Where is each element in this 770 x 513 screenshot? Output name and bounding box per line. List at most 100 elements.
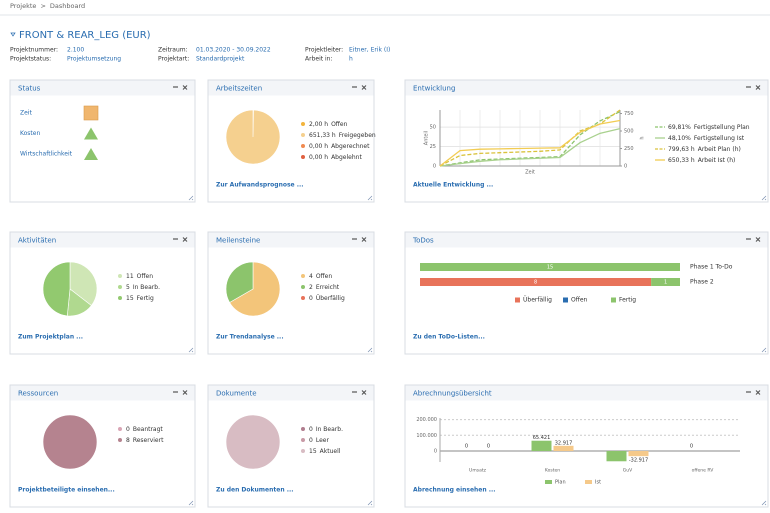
close-button[interactable] [361, 237, 367, 242]
legend-entry: 15 Fertig [126, 295, 154, 302]
widget-link[interactable]: Abrechnung einsehen ... [413, 487, 496, 494]
widget-header [10, 385, 195, 401]
legend-swatch [301, 438, 305, 442]
close-button[interactable] [755, 390, 761, 395]
close-button[interactable] [361, 85, 367, 90]
text-part: 15 [126, 295, 134, 302]
resize-handle[interactable] [367, 500, 373, 506]
text-part: 2,00 h [309, 121, 328, 128]
widget-title: Arbeitszeiten [216, 85, 262, 93]
widget-frame [9, 384, 196, 508]
text-part: Offen [316, 273, 333, 280]
close-button[interactable] [182, 237, 188, 242]
legend-swatch [301, 144, 305, 148]
legend-entry: 0,00 h Abgelehnt [309, 154, 362, 161]
resize-handle[interactable] [367, 195, 373, 201]
resize-handle[interactable] [761, 195, 767, 201]
widget-title: Entwicklung [413, 85, 455, 93]
resize-handle[interactable] [761, 347, 767, 353]
field-label: Arbeit in: [305, 56, 333, 63]
text-part: 5 [126, 284, 130, 291]
legend-entry: 651,33 h Freigegeben [309, 132, 376, 139]
widget-frame [404, 384, 769, 508]
widget-frame [9, 79, 196, 203]
y-tick-label: 200.000 [416, 417, 437, 423]
y-axis-label: Anteil [424, 131, 430, 145]
text-part: 48,10% [668, 135, 691, 142]
line-series [439, 109, 621, 167]
breadcrumb-item[interactable]: Projekte [10, 2, 36, 10]
x-tick-label: GuV [623, 468, 633, 474]
widget-link[interactable]: Zum Projektplan ... [18, 334, 83, 341]
resize-handle[interactable] [761, 500, 767, 506]
close-button[interactable] [182, 85, 188, 90]
resize-handle[interactable] [188, 500, 194, 506]
field-label: Zeitraum: [158, 47, 188, 54]
widget-title: Abrechnungsübersicht [413, 390, 492, 398]
widget-header [10, 232, 195, 248]
widget-title: Status [18, 85, 41, 93]
line-series [439, 127, 621, 167]
status-icon [83, 105, 99, 121]
text-part: Beantragt [133, 426, 164, 433]
pie-slice [42, 261, 71, 317]
bar [531, 440, 552, 451]
resize-handle[interactable] [367, 347, 373, 353]
text-part: Fertigstellung Plan [694, 124, 750, 131]
widget-title: ToDos [412, 237, 434, 245]
field-label: Projektstatus: [10, 56, 51, 63]
legend-entry: 0 Leer [309, 437, 329, 444]
text-part: Reserviert [133, 437, 164, 444]
legend-entry: 48,10% Fertigstellung Ist [668, 135, 745, 142]
bar [553, 445, 574, 451]
text-part: 0,00 h [309, 143, 328, 150]
legend-entry: 2 Erreicht [309, 284, 340, 291]
pie-slice [225, 109, 281, 165]
field-value: 01.03.2020 - 30.09.2022 [196, 47, 271, 54]
legend-entry: 2,00 h Offen [309, 121, 348, 128]
pie-slice [225, 414, 281, 470]
status-label: Wirtschaftlichkeit [20, 151, 73, 158]
close-button[interactable] [361, 390, 367, 395]
field-value: Standardprojekt [196, 56, 245, 63]
field-label: Projektleiter: [305, 47, 343, 54]
breadcrumb-item[interactable]: > [40, 2, 45, 10]
legend-swatch [585, 480, 592, 484]
text-part: 0,00 h [309, 154, 328, 161]
widget-header [405, 232, 768, 248]
text-part: Arbeit Plan (h) [698, 146, 741, 153]
breadcrumb-item[interactable]: Dashboard [50, 2, 85, 10]
resize-handle[interactable] [188, 347, 194, 353]
field-label: Projektart: [158, 56, 189, 63]
legend-swatch [301, 133, 305, 137]
legend-entry: Überfällig [523, 297, 552, 304]
legend-entry: 4 Offen [309, 273, 332, 280]
bar-segment [420, 263, 680, 271]
widget-link[interactable]: Zur Aufwandsprognose ... [216, 182, 304, 189]
legend-swatch [118, 427, 122, 431]
widget-link[interactable]: Zu den ToDo-Listen... [413, 334, 485, 341]
status-icon [84, 148, 98, 160]
resize-handle[interactable] [188, 195, 194, 201]
legend-entry: Offen [571, 297, 588, 304]
field-value: h [349, 56, 353, 63]
collapse-icon[interactable] [10, 32, 16, 37]
status-icon [84, 127, 98, 140]
text-part: 2 [309, 284, 313, 291]
y-tick-label: 50 [430, 125, 436, 131]
close-button[interactable] [182, 390, 188, 395]
text-part: 650,33 h [668, 157, 695, 164]
legend-entry: Ist [595, 480, 601, 486]
close-button[interactable] [755, 237, 761, 242]
bar [628, 451, 649, 457]
y-tick-label: 0 [434, 449, 437, 455]
text-part: Abgelehnt [331, 154, 362, 161]
widget-link[interactable]: Zu den Dokumenten ... [216, 487, 294, 494]
breadcrumb: Projekte > Dashboard [10, 2, 85, 10]
widget-link[interactable]: Projektbeteiligte einsehen... [18, 487, 115, 494]
widget-link[interactable]: Zur Trendanalyse ... [216, 334, 284, 341]
legend-entry: 650,33 h Arbeit Ist (h) [668, 157, 735, 164]
bar-segment [651, 278, 680, 286]
close-button[interactable] [755, 85, 761, 90]
widget-link[interactable]: Aktuelle Entwicklung ... [413, 182, 493, 189]
